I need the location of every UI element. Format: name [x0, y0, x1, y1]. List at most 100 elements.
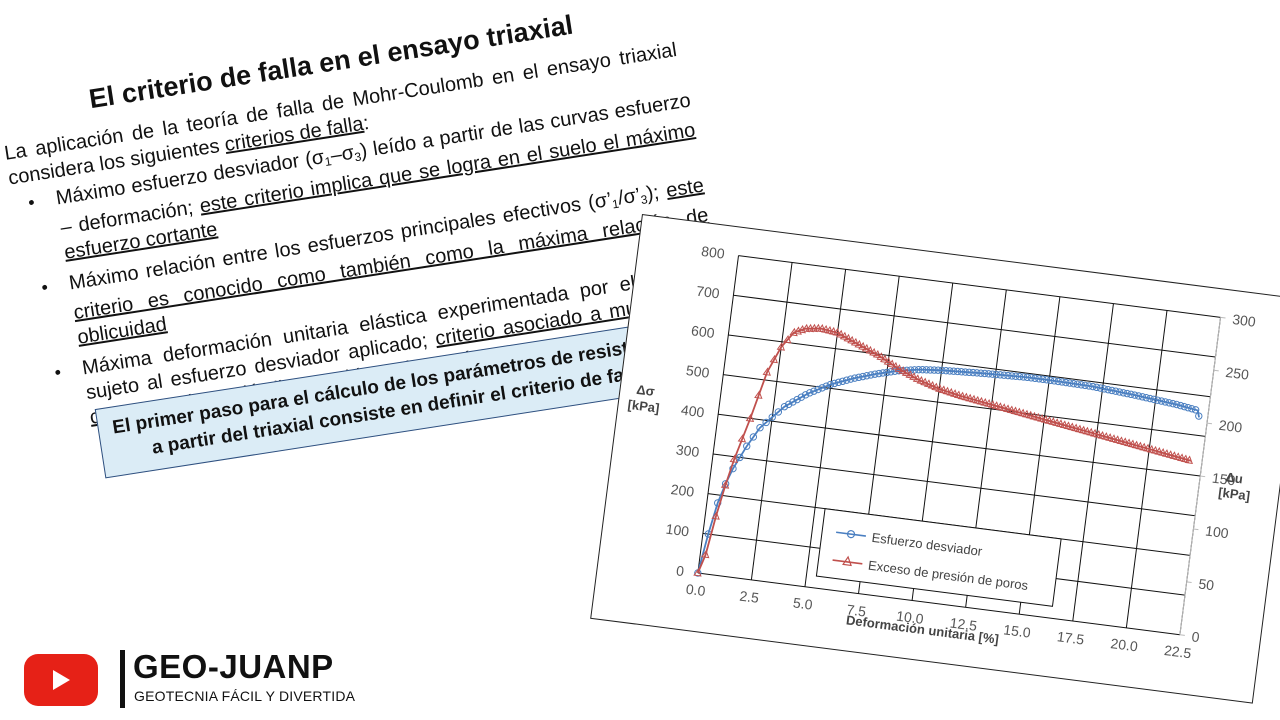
triangle-marker-icon [1131, 440, 1141, 450]
x-tick-label: 0.0 [685, 581, 707, 599]
triangle-marker-icon [1097, 431, 1106, 440]
triangle-marker-icon [824, 325, 834, 335]
x-tick-label: 7.5 [846, 601, 868, 619]
triangle-marker-icon [1116, 436, 1125, 445]
circle-marker-icon [859, 372, 867, 381]
circle-marker-icon [988, 370, 997, 378]
circle-marker-icon [992, 370, 1001, 379]
circle-marker-icon [830, 379, 839, 388]
triangle-marker-icon [782, 335, 792, 344]
circle-marker-icon [1157, 397, 1166, 405]
play-icon [53, 670, 70, 690]
y-tick-label: 600 [690, 322, 715, 341]
circle-marker-icon [1138, 393, 1147, 401]
triangle-marker-icon [938, 385, 948, 394]
circle-marker-icon [934, 366, 942, 374]
triangle-marker-icon [745, 413, 755, 423]
youtube-logo-button[interactable] [24, 654, 98, 706]
legend-line-red [832, 559, 863, 565]
triangle-marker-icon [1044, 416, 1053, 425]
triangle-marker-icon [909, 372, 918, 381]
circle-marker-icon [1050, 377, 1059, 385]
circle-marker-icon [942, 366, 950, 375]
circle-marker-icon [756, 424, 764, 432]
triangle-marker-icon [1074, 424, 1084, 434]
triangle-marker-icon [1112, 435, 1122, 444]
circle-marker-icon [949, 367, 958, 375]
legend-line-blue [836, 531, 866, 537]
circle-marker-icon [768, 413, 776, 421]
circle-marker-icon [965, 368, 973, 377]
triangle-marker-icon [1037, 413, 1046, 423]
triangle-marker-icon [912, 374, 922, 383]
triangle-marker-icon [876, 352, 885, 361]
triangle-marker-icon [711, 511, 720, 520]
circle-marker-icon [1008, 372, 1016, 380]
circle-marker-icon [1069, 379, 1078, 388]
triangle-marker-icon [1154, 446, 1163, 456]
circle-marker-icon [729, 464, 737, 473]
circle-marker-icon [834, 378, 843, 387]
y2-tick-label: 50 [1198, 575, 1216, 593]
triangle-marker-icon [980, 397, 989, 407]
triangle-marker-icon [1067, 422, 1076, 431]
triangle-marker-icon [961, 392, 970, 402]
triangle-marker-icon [865, 345, 874, 355]
circle-marker-icon [1153, 396, 1162, 404]
triangle-marker-icon [1082, 426, 1091, 436]
circle-marker-icon [957, 368, 966, 376]
circle-marker-icon [961, 368, 969, 376]
triangle-marker-icon [1059, 420, 1069, 429]
circle-marker-icon [1169, 399, 1177, 408]
circle-marker-icon [810, 387, 818, 395]
triangle-marker-icon [894, 364, 903, 373]
triangle-marker-icon [1180, 454, 1190, 463]
circle-marker-icon [847, 375, 855, 383]
triangle-marker-icon [1135, 441, 1144, 451]
circle-marker-icon [846, 530, 856, 539]
circle-marker-icon [1085, 382, 1093, 390]
circle-marker-icon [914, 365, 923, 374]
circle-marker-icon [883, 368, 891, 377]
circle-marker-icon [1077, 381, 1085, 389]
triangle-marker-icon [1108, 434, 1118, 443]
triangle-marker-icon [999, 403, 1008, 412]
circle-marker-icon [875, 369, 883, 378]
circle-marker-icon [1046, 376, 1055, 384]
triangle-marker-icon [1101, 432, 1110, 441]
brand-divider [120, 650, 125, 708]
y-tick-label: 300 [675, 441, 700, 460]
y2-tick-label: 100 [1204, 523, 1229, 542]
circle-marker-icon [1039, 375, 1047, 383]
circle-marker-icon [969, 368, 977, 377]
triangle-marker-icon [1063, 421, 1072, 430]
triangle-marker-icon [850, 337, 860, 347]
triangle-marker-icon [995, 402, 1004, 411]
triangle-marker-icon [869, 347, 878, 357]
circle-marker-icon [1089, 382, 1097, 391]
triangle-marker-icon [1018, 408, 1027, 418]
triangle-marker-icon [931, 382, 940, 392]
channel-branding: GEO-JUANP GEOTECNIA FÁCIL Y DIVERTIDA [24, 648, 384, 708]
circle-marker-icon [801, 391, 810, 399]
circle-marker-icon [930, 366, 938, 374]
circle-marker-icon [1119, 389, 1128, 397]
triangle-marker-icon [847, 335, 856, 345]
circle-marker-icon [926, 366, 934, 374]
circle-marker-icon [1142, 393, 1150, 402]
triangle-marker-icon [776, 342, 786, 351]
circle-marker-icon [1012, 372, 1020, 380]
stress-strain-chart: 0.0 2.5 5.0 7.5 10.0 12.5 15.0 17.5 20.0 22.50100… [627, 243, 1257, 661]
triangle-marker-icon [976, 396, 985, 406]
triangle-marker-icon [1127, 439, 1137, 448]
triangle-marker-icon [1048, 417, 1057, 426]
circle-marker-icon [1184, 403, 1192, 412]
x-tick-label: 10.0 [895, 608, 924, 627]
triangle-marker-icon [693, 568, 702, 577]
circle-marker-icon [871, 370, 879, 378]
triangle-marker-icon [1120, 437, 1129, 446]
y2-tick-label: 300 [1231, 311, 1256, 330]
circle-marker-icon [1188, 405, 1196, 413]
y-tick-label: 400 [680, 402, 705, 421]
circle-marker-icon [1146, 394, 1154, 403]
